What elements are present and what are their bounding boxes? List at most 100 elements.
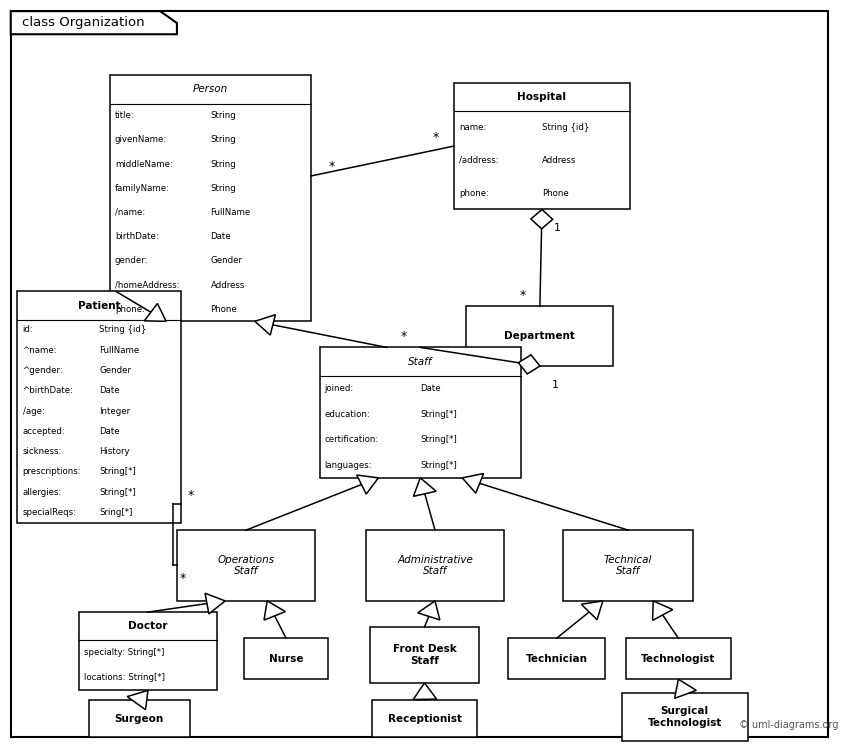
Text: © uml-diagrams.org: © uml-diagrams.org bbox=[740, 720, 838, 730]
Text: Phone: Phone bbox=[211, 305, 237, 314]
Text: String: String bbox=[211, 111, 236, 120]
Text: Surgical
Technologist: Surgical Technologist bbox=[648, 706, 722, 728]
Text: accepted:: accepted: bbox=[22, 427, 65, 436]
Text: Integer: Integer bbox=[99, 406, 131, 415]
Text: 1: 1 bbox=[554, 223, 561, 233]
Text: *: * bbox=[188, 489, 194, 501]
Text: String[*]: String[*] bbox=[99, 488, 136, 497]
Text: ^name:: ^name: bbox=[22, 346, 57, 355]
Text: String[*]: String[*] bbox=[99, 468, 136, 477]
Bar bbox=[320, 347, 521, 478]
Text: *: * bbox=[401, 329, 407, 343]
Text: title:: title: bbox=[115, 111, 134, 120]
Text: Administrative
Staff: Administrative Staff bbox=[397, 555, 473, 576]
Text: Date: Date bbox=[99, 386, 120, 395]
Text: class Organization: class Organization bbox=[22, 16, 144, 29]
Bar bbox=[110, 75, 311, 321]
Bar bbox=[626, 638, 731, 679]
Text: /name:: /name: bbox=[115, 208, 145, 217]
Text: Sring[*]: Sring[*] bbox=[99, 508, 132, 517]
Text: String {id}: String {id} bbox=[542, 123, 589, 132]
Text: Address: Address bbox=[542, 156, 576, 165]
Text: FullName: FullName bbox=[99, 346, 139, 355]
Text: Date: Date bbox=[99, 427, 120, 436]
Text: FullName: FullName bbox=[211, 208, 251, 217]
Bar bbox=[244, 638, 328, 679]
Polygon shape bbox=[127, 690, 148, 710]
Text: History: History bbox=[99, 447, 130, 456]
Bar bbox=[622, 692, 747, 741]
Bar bbox=[79, 612, 218, 690]
Polygon shape bbox=[144, 303, 166, 321]
Text: allergies:: allergies: bbox=[22, 488, 62, 497]
Text: gender:: gender: bbox=[115, 256, 148, 265]
Polygon shape bbox=[519, 355, 540, 374]
Bar bbox=[454, 83, 630, 209]
Text: *: * bbox=[329, 161, 335, 173]
Text: ^birthDate:: ^birthDate: bbox=[22, 386, 73, 395]
Text: ^gender:: ^gender: bbox=[22, 366, 64, 375]
Text: Technician: Technician bbox=[525, 654, 587, 663]
Text: Phone: Phone bbox=[542, 188, 568, 197]
Text: Department: Department bbox=[505, 331, 575, 341]
Text: Staff: Staff bbox=[408, 356, 433, 367]
Text: specialty: String[*]: specialty: String[*] bbox=[83, 648, 164, 657]
Bar bbox=[508, 638, 605, 679]
Text: String[*]: String[*] bbox=[421, 461, 457, 470]
Polygon shape bbox=[414, 478, 436, 496]
Text: Patient: Patient bbox=[78, 300, 120, 311]
Text: middleName:: middleName: bbox=[115, 160, 173, 169]
Text: Receptionist: Receptionist bbox=[388, 713, 462, 724]
Polygon shape bbox=[264, 601, 286, 620]
Polygon shape bbox=[255, 314, 275, 335]
Polygon shape bbox=[418, 601, 439, 620]
Bar bbox=[466, 306, 613, 366]
Text: phone:: phone: bbox=[459, 188, 488, 197]
Bar bbox=[372, 700, 477, 737]
Text: String: String bbox=[211, 160, 236, 169]
Polygon shape bbox=[205, 593, 225, 614]
Text: education:: education: bbox=[324, 409, 371, 418]
Text: /age:: /age: bbox=[22, 406, 45, 415]
Polygon shape bbox=[357, 475, 378, 494]
Text: Technologist: Technologist bbox=[642, 654, 716, 663]
Text: joined:: joined: bbox=[324, 384, 353, 393]
Text: Operations
Staff: Operations Staff bbox=[218, 555, 274, 576]
Polygon shape bbox=[11, 11, 177, 34]
Text: phone:: phone: bbox=[115, 305, 144, 314]
Text: Front Desk
Staff: Front Desk Staff bbox=[393, 644, 457, 666]
Bar bbox=[177, 530, 316, 601]
Text: String {id}: String {id} bbox=[99, 326, 147, 335]
Bar bbox=[366, 530, 504, 601]
Text: birthDate:: birthDate: bbox=[115, 232, 158, 241]
Polygon shape bbox=[413, 683, 437, 699]
Text: *: * bbox=[433, 131, 439, 143]
Text: familyName:: familyName: bbox=[115, 184, 169, 193]
Text: Technical
Staff: Technical Staff bbox=[604, 555, 652, 576]
Polygon shape bbox=[463, 474, 483, 493]
Text: Address: Address bbox=[211, 281, 245, 290]
Text: prescriptions:: prescriptions: bbox=[22, 468, 81, 477]
Text: certification:: certification: bbox=[324, 435, 379, 444]
Text: Person: Person bbox=[193, 84, 228, 94]
Polygon shape bbox=[531, 209, 553, 229]
Text: Doctor: Doctor bbox=[128, 622, 168, 631]
Polygon shape bbox=[674, 679, 697, 698]
Text: sickness:: sickness: bbox=[22, 447, 62, 456]
Text: 1: 1 bbox=[551, 379, 558, 390]
Text: Date: Date bbox=[211, 232, 231, 241]
Text: locations: String[*]: locations: String[*] bbox=[83, 673, 165, 683]
Text: Gender: Gender bbox=[99, 366, 132, 375]
Text: *: * bbox=[520, 288, 526, 302]
Text: Gender: Gender bbox=[211, 256, 243, 265]
Polygon shape bbox=[581, 601, 603, 620]
Text: Surgeon: Surgeon bbox=[114, 713, 163, 724]
Text: Date: Date bbox=[421, 384, 441, 393]
Text: languages:: languages: bbox=[324, 461, 372, 470]
Text: /homeAddress:: /homeAddress: bbox=[115, 281, 180, 290]
Text: /address:: /address: bbox=[459, 156, 499, 165]
Text: givenName:: givenName: bbox=[115, 135, 167, 144]
Text: String[*]: String[*] bbox=[421, 435, 457, 444]
Bar bbox=[17, 291, 181, 523]
Text: Nurse: Nurse bbox=[269, 654, 304, 663]
